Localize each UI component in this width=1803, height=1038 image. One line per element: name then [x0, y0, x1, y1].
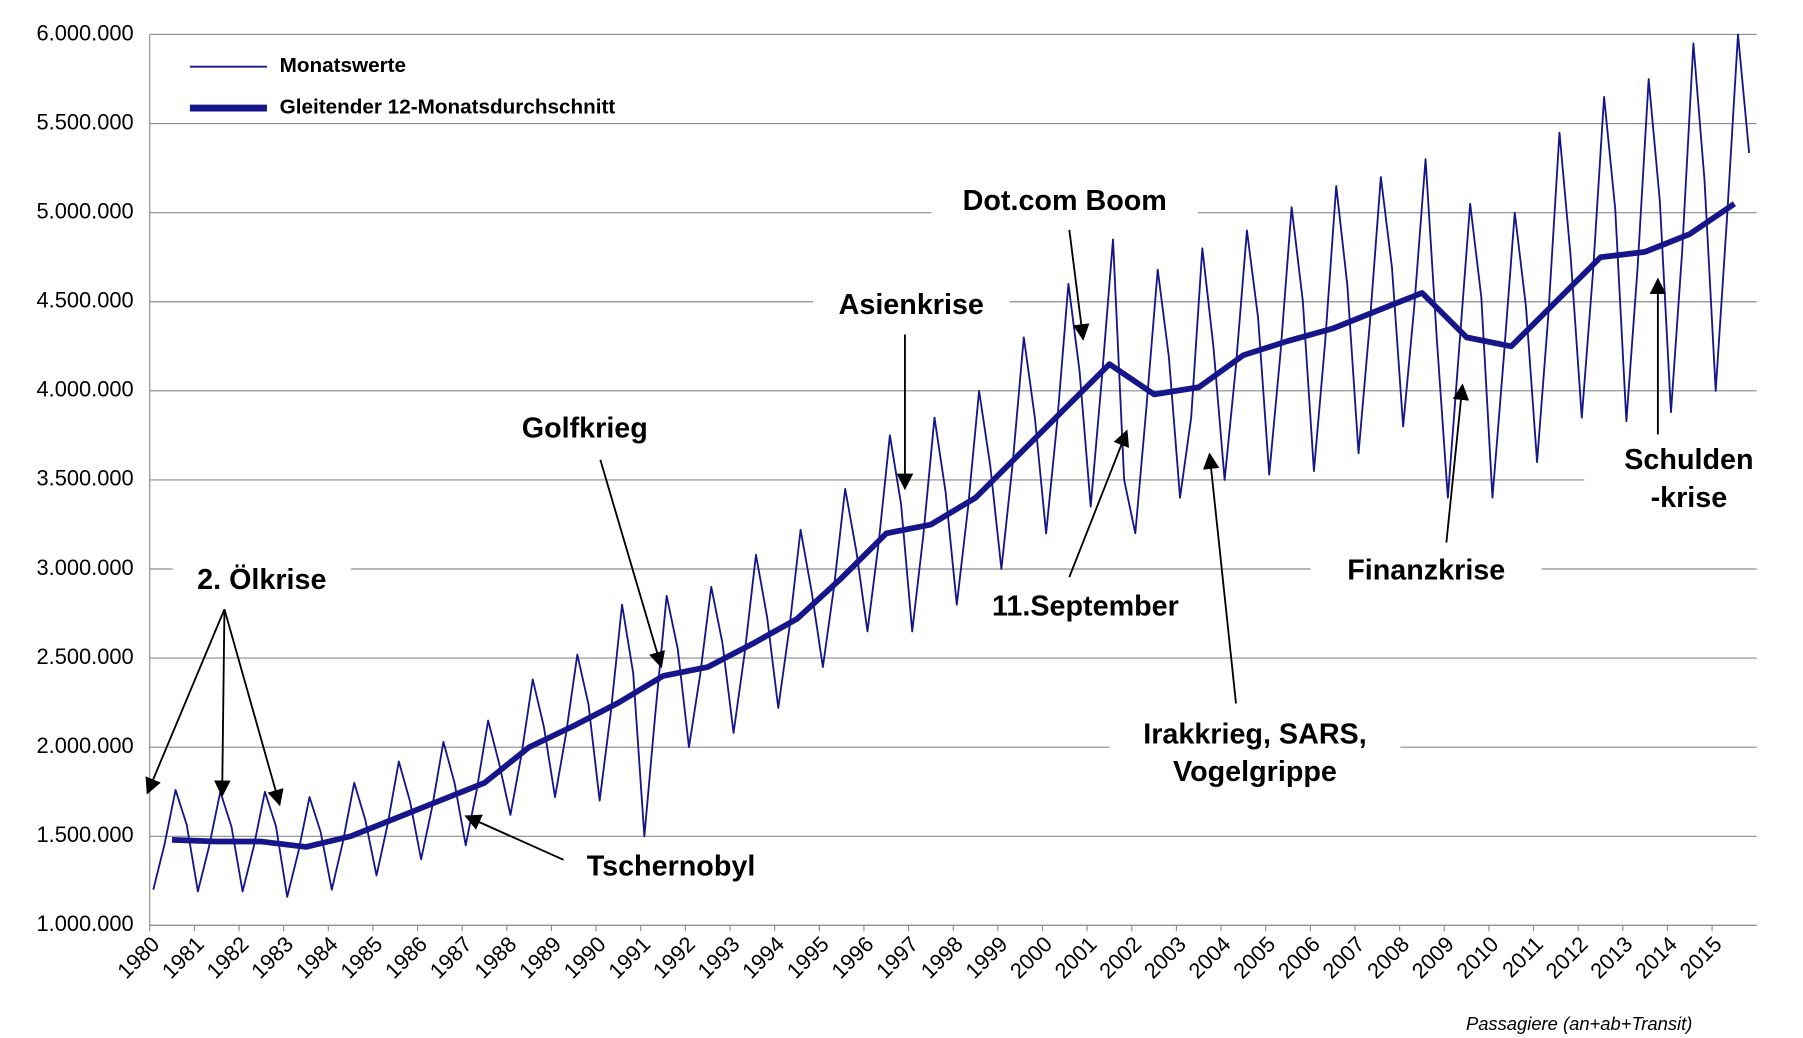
annotation-arrow — [1202, 452, 1237, 704]
legend-label: Gleitender 12-Monatsdurchschnitt — [280, 96, 616, 119]
annotation-arrow — [464, 814, 564, 861]
y-tick-label: 2.500.000 — [37, 644, 134, 669]
legend-label: Monatswerte — [280, 54, 406, 77]
annotation-text: Irakkrieg, SARS, — [1143, 718, 1366, 750]
annotation-box — [931, 174, 1199, 230]
annotation-box — [1109, 706, 1401, 803]
annotation-box — [1310, 544, 1542, 599]
annotation-text: 11.September — [992, 591, 1179, 623]
annotation-text: Finanzkrise — [1347, 554, 1505, 586]
y-tick-label: 3.000.000 — [37, 555, 134, 580]
y-tick-label: 4.500.000 — [37, 288, 134, 313]
annotation-text: Vogelgrippe — [1173, 756, 1337, 788]
annotation-arrow — [599, 459, 665, 669]
annotation-text: 2. Ölkrise — [197, 563, 326, 596]
y-tick-label: 1.000.000 — [37, 911, 134, 936]
annotation-arrow — [145, 608, 226, 795]
annotation-text: Golfkrieg — [522, 413, 648, 445]
y-tick-label: 4.000.000 — [37, 377, 134, 402]
annotation-box — [172, 557, 351, 606]
annotation-arrow — [223, 608, 284, 807]
annotation-text: -krise — [1651, 482, 1728, 514]
annotation-arrow — [214, 609, 231, 798]
annotation-box — [557, 839, 785, 897]
annotation-arrow — [1068, 229, 1090, 341]
annotation-text: Asienkrise — [839, 289, 984, 321]
footnote: Passagiere (an+ab+Transit) — [1466, 1013, 1692, 1034]
y-tick-label: 2.000.000 — [37, 733, 134, 758]
y-tick-label: 6.000.000 — [37, 20, 134, 45]
y-tick-label: 3.500.000 — [37, 466, 134, 491]
y-tick-label: 1.500.000 — [37, 822, 134, 847]
annotation-box — [812, 278, 1010, 335]
y-tick-label: 5.500.000 — [37, 109, 134, 134]
annotation-text: Schulden — [1624, 444, 1753, 476]
y-tick-label: 5.000.000 — [37, 198, 134, 223]
annotation-text: Dot.com Boom — [963, 185, 1167, 217]
annotation-box — [494, 402, 676, 458]
annotation-text: Tschernobyl — [587, 850, 756, 882]
series-line — [171, 201, 1737, 850]
annotation-arrow — [1068, 429, 1130, 578]
annotation-box — [1584, 434, 1794, 527]
annotation-arrow — [1445, 383, 1470, 543]
annotation-box — [963, 580, 1208, 636]
series-line — [152, 33, 1751, 898]
